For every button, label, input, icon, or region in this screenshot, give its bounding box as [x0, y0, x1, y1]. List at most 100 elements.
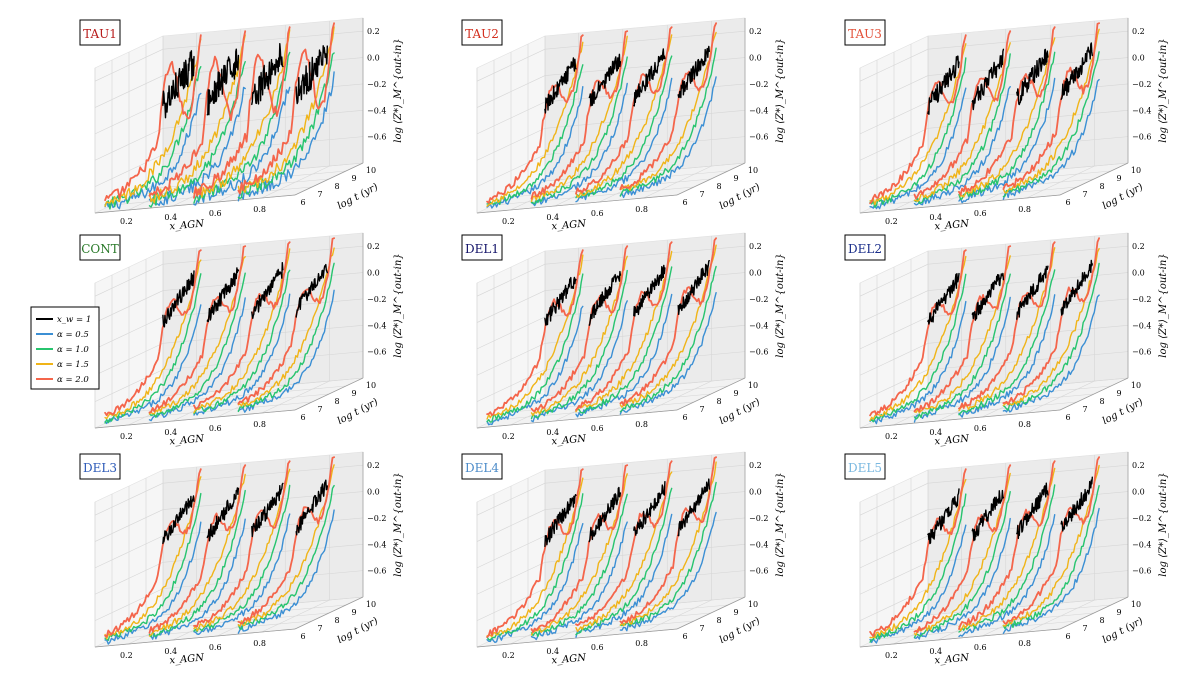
gridline [544, 109, 746, 129]
gridline [859, 535, 929, 569]
gridline [544, 491, 746, 510]
panel-title: DEL4 [465, 461, 499, 475]
series-line-alpha-1-0 [104, 273, 202, 424]
series-line-alpha-1-0 [619, 481, 717, 627]
series-line-xw1 [677, 478, 710, 537]
series-line-xw1 [971, 48, 1005, 111]
x-tick-label: 0.6 [591, 209, 604, 218]
y-axis-line [676, 377, 746, 411]
title-frame [461, 19, 503, 46]
z-tick-label: 0.2 [749, 27, 762, 36]
series-line-alpha-1-5 [913, 255, 1011, 414]
series-line-alpha-2-0 [530, 30, 629, 200]
legend-label: α = 1.0 [57, 345, 89, 355]
series-line-alpha-1-0 [958, 484, 1056, 633]
x-axis-line [94, 628, 296, 648]
gridline [876, 186, 1078, 206]
y-axis-label: log t (yr) [718, 616, 762, 647]
x-axis-label: x_AGN [169, 218, 206, 232]
series-line-alpha-1-5 [530, 473, 628, 636]
legend-label: x_w = 1 [57, 315, 91, 325]
panel-title-box: CONT [79, 234, 121, 261]
y-tick-label: 8 [716, 616, 721, 625]
gridline [859, 316, 929, 350]
y-tick-label: 8 [716, 182, 721, 191]
series-line-xw1 [1016, 265, 1049, 320]
y-tick-label: 6 [300, 198, 305, 207]
x-axis-label: x_AGN [934, 218, 971, 232]
gridline [876, 620, 1078, 640]
series-line-alpha-1-0 [104, 492, 202, 641]
series-line-alpha-2-0 [148, 245, 247, 414]
gridline [476, 588, 546, 621]
series-line-alpha-1-5 [104, 259, 202, 420]
y-axis-label: log t (yr) [718, 397, 762, 428]
series-line-alpha-2-0 [1002, 237, 1100, 406]
z-tick-label: 0.2 [749, 461, 762, 470]
series-line-alpha-2-0 [104, 468, 202, 638]
z-axis-label: log ⟨Z*⟩_M^{out-in} [775, 38, 786, 142]
series-line-xw1 [927, 272, 960, 325]
x-axis-label: x_AGN [551, 652, 588, 666]
y-axis-line [1059, 377, 1129, 411]
series-line-xw1 [1060, 42, 1093, 100]
y-axis-line [676, 162, 746, 196]
z-tick-label: 0.2 [367, 461, 380, 470]
series-line-xw1 [633, 481, 666, 536]
y-tick-label: 8 [1099, 182, 1104, 191]
y-axis-label: log t (yr) [1101, 182, 1145, 213]
panel-cont: CONT 0.2 0.4 0.6 0.8 x_AGN 6 7 8 9 10 log t (yr) 0.2… [79, 232, 404, 447]
gridline [145, 170, 347, 190]
z-tick-label: 0.2 [749, 242, 762, 251]
series-line-xw1 [206, 48, 240, 116]
series-line-alpha-1-0 [486, 273, 584, 423]
z-tick-label: −0.6 [367, 348, 386, 357]
series-line-alpha-0-5 [869, 87, 967, 210]
series-line-alpha-1-0 [913, 53, 1011, 205]
panel-del3: DEL3 0.2 0.4 0.6 0.8 x_AGN 6 7 8 9 10 log t (yr) 0.2… [79, 451, 404, 666]
legend: x_w = 1 α = 0.5 α = 1.0 α = 1.5 α = 2.0 [30, 306, 100, 390]
series-line-alpha-2-0 [958, 26, 1056, 196]
y-tick-label: 6 [300, 413, 305, 422]
series-line-alpha-0-5 [619, 511, 717, 632]
y-tick-label: 6 [682, 632, 687, 641]
gridline [927, 57, 1129, 76]
series-line-alpha-0-5 [1002, 507, 1100, 634]
legend-label: α = 2.0 [57, 375, 89, 385]
z-tick-label: 0.0 [367, 269, 380, 278]
gridline [927, 464, 1129, 484]
y-tick-label: 9 [1116, 608, 1121, 617]
x-tick-label: 0.4 [164, 428, 177, 437]
gridline [859, 509, 929, 542]
x-tick-label: 0.8 [253, 639, 266, 648]
series-line-alpha-0-5 [193, 293, 291, 416]
series-line-alpha-2-0 [619, 456, 717, 624]
x-tick-label: 0.6 [974, 209, 987, 218]
x-tick-label: 0.2 [502, 651, 515, 660]
y-tick-label: 7 [317, 190, 322, 199]
series-line-alpha-0-5 [913, 296, 1011, 423]
gridline [162, 377, 364, 397]
x-tick-label: 0.8 [253, 205, 266, 214]
x-tick-label: 0.8 [635, 639, 648, 648]
panel-title: DEL3 [83, 461, 117, 475]
gridline [544, 57, 746, 76]
y-tick-label: 7 [1082, 624, 1087, 633]
title-frame [79, 453, 121, 480]
y-tick-label: 7 [699, 405, 704, 414]
gridline [859, 588, 929, 621]
z-tick-label: −0.2 [367, 295, 386, 304]
gridline [94, 316, 164, 350]
gridline [476, 343, 546, 376]
x-tick-label: 0.2 [502, 217, 515, 226]
z-tick-label: −0.6 [1132, 348, 1151, 357]
title-frame [844, 19, 886, 46]
series-line-alpha-0-5 [869, 300, 967, 425]
z-tick-label: −0.4 [367, 321, 386, 330]
series-line-alpha-2-0 [1002, 22, 1100, 190]
x-tick-label: 0.4 [164, 213, 177, 222]
y-tick-label: 10 [366, 381, 376, 390]
x-axis-line [476, 409, 678, 429]
z-tick-label: −0.4 [1132, 106, 1151, 115]
